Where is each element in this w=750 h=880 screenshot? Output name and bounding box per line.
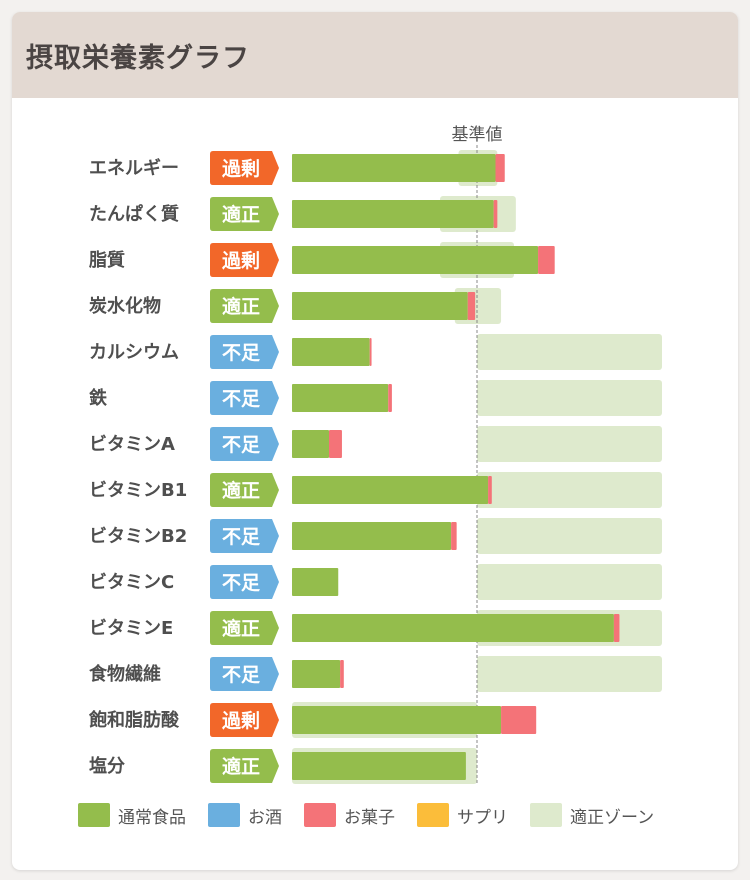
status-badge [210, 473, 279, 507]
status-badge-label: 過剰 [222, 709, 260, 732]
status-badge [210, 243, 279, 277]
zone-band [477, 334, 662, 370]
bar-segment-sweets [388, 384, 392, 412]
legend-swatch [417, 803, 449, 827]
bar-segment-sweets [369, 338, 372, 366]
status-badge-label: 適正 [222, 203, 260, 226]
status-badge-label: 不足 [222, 388, 261, 410]
bar-segment-sweets [329, 430, 342, 458]
status-badge-label: 不足 [222, 664, 261, 686]
page-title: 摂取栄養素グラフ [26, 42, 250, 74]
bar-segment-food [292, 706, 502, 734]
zone-band [477, 518, 662, 554]
category-label: ビタミンE [89, 618, 173, 639]
bar-segment-food [292, 292, 468, 320]
bar-segment-sweets [467, 292, 476, 320]
bar-segment-food [292, 522, 452, 550]
bar-segment-sweets [613, 614, 620, 642]
bar-segment-food [292, 660, 341, 688]
status-badge [210, 565, 279, 599]
legend-item: 通常食品 [78, 803, 186, 828]
category-label: 鉄 [89, 387, 107, 409]
status-badge [210, 151, 279, 185]
zone-band [477, 472, 662, 508]
bar-segment-food [292, 338, 370, 366]
card-header: 摂取栄養素グラフ [12, 12, 738, 98]
legend-swatch [78, 803, 110, 827]
legend-label: お菓子 [344, 807, 395, 828]
status-badge [210, 611, 279, 645]
bar-segment-sweets [451, 522, 457, 550]
legend-item: サプリ [417, 803, 508, 828]
status-badge-label: 適正 [222, 479, 260, 502]
bar-segment-food [292, 246, 539, 274]
bar-segment-food [292, 476, 489, 504]
bar-segment-sweets [488, 476, 492, 504]
bar-segment-sweets [501, 706, 537, 734]
zone-band [477, 656, 662, 692]
status-badge-label: 不足 [222, 342, 261, 364]
legend-item: お菓子 [304, 803, 395, 828]
category-label: ビタミンB2 [89, 526, 187, 547]
status-badge [210, 519, 279, 553]
legend-label: サプリ [457, 807, 508, 828]
legend-label: 適正ゾーン [570, 807, 655, 828]
legend-item: お酒 [208, 803, 282, 828]
legend-label: お酒 [248, 807, 282, 828]
legend-swatch [304, 803, 336, 827]
status-badge-label: 過剰 [222, 157, 260, 180]
bar-segment-food [292, 614, 614, 642]
status-badge [210, 427, 279, 461]
status-badge-label: 適正 [222, 755, 260, 778]
bar-segment-sweets [538, 246, 555, 274]
bar-segment-food [292, 384, 389, 412]
zone-band [477, 564, 662, 600]
status-badge [210, 749, 279, 783]
legend-item: 適正ゾーン [530, 803, 654, 828]
status-badge [210, 703, 279, 737]
bar-segment-food [292, 752, 466, 780]
status-badge-label: 不足 [222, 434, 261, 456]
legend-swatch [208, 803, 240, 827]
category-label: エネルギー [89, 158, 179, 179]
status-badge [210, 289, 279, 323]
status-badge-label: 過剰 [222, 249, 260, 272]
status-badge-label: 適正 [222, 295, 260, 318]
category-label: 塩分 [89, 755, 125, 777]
status-badge [210, 197, 279, 231]
category-label: 炭水化物 [89, 295, 161, 317]
legend-label: 通常食品 [118, 807, 186, 828]
category-label: 脂質 [89, 249, 125, 271]
category-label: 食物繊維 [88, 663, 161, 685]
status-badge-label: 不足 [222, 526, 261, 548]
category-label: ビタミンB1 [89, 480, 187, 501]
status-badge-label: 不足 [222, 572, 261, 594]
status-badge [210, 381, 279, 415]
zone-band [477, 426, 662, 462]
bar-segment-sweets [340, 660, 344, 688]
status-badge [210, 657, 279, 691]
category-label: カルシウム [89, 342, 179, 363]
bar-segment-food [292, 568, 339, 596]
category-label: ビタミンA [89, 434, 175, 455]
zone-band [477, 380, 662, 416]
legend-swatch [530, 803, 562, 827]
reference-label: 基準値 [452, 125, 503, 145]
bar-segment-food [292, 154, 496, 182]
status-badge [210, 335, 279, 369]
status-badge-label: 適正 [222, 617, 260, 640]
category-label: ビタミンC [89, 572, 174, 593]
chart-legend: 通常食品 お酒 お菓子 サプリ 適正ゾーン [78, 802, 676, 828]
bar-segment-sweets [493, 200, 498, 228]
bar-segment-food [292, 200, 494, 228]
bar-segment-food [292, 430, 329, 458]
category-label: たんぱく質 [89, 203, 179, 225]
bar-segment-sweets [495, 154, 505, 182]
category-label: 飽和脂肪酸 [88, 709, 180, 731]
